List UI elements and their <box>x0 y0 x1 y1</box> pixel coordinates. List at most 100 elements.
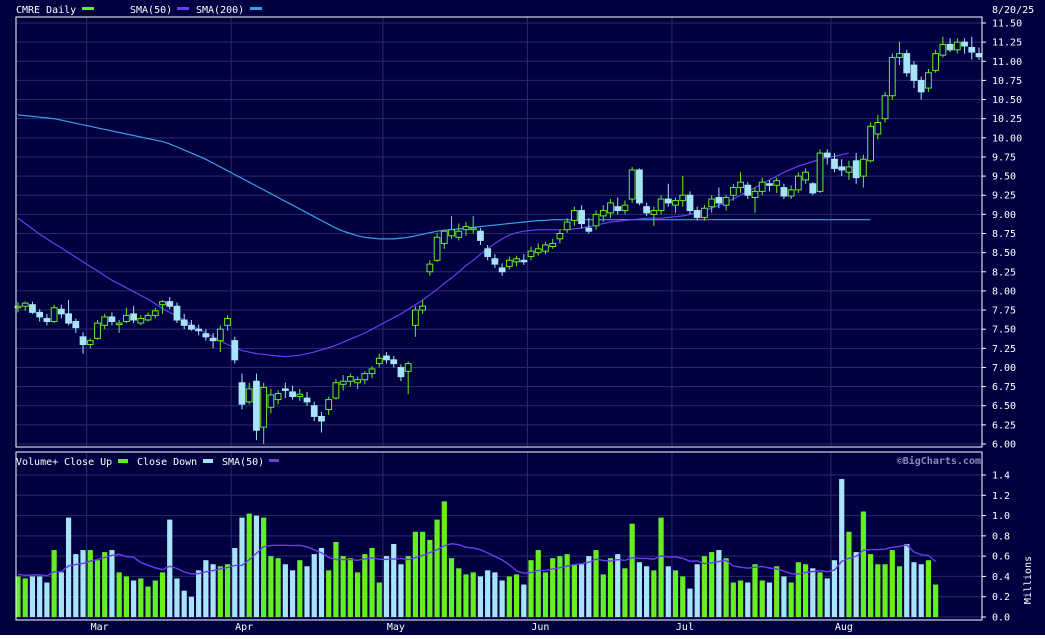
month-label: May <box>387 622 405 633</box>
volume-bar <box>817 572 823 617</box>
candle-body-up <box>953 41 961 51</box>
volume-sma-line <box>17 542 937 577</box>
price-tick-label: 11.50 <box>992 19 1022 30</box>
price-tick-label: 8.25 <box>992 267 1016 278</box>
month-label: Apr <box>235 622 253 633</box>
legend-vol-sma: SMA(50) <box>222 457 264 468</box>
candle-body-up <box>137 317 145 324</box>
month-label: Jun <box>531 622 549 633</box>
candle-body-up <box>845 166 853 173</box>
candle-body-down <box>852 160 860 179</box>
volume-tick-label: 1.4 <box>992 471 1010 482</box>
candle-body-up <box>448 229 455 237</box>
volume-bar <box>289 570 296 617</box>
candle-body-down <box>744 184 752 196</box>
volume-bar <box>824 578 830 617</box>
candle-body-down <box>614 206 622 212</box>
candle-body-up <box>433 236 441 261</box>
candle-body-up <box>751 190 759 199</box>
candle-body-down <box>809 183 817 194</box>
candle-body-up <box>462 226 470 231</box>
price-tick-label: 10.75 <box>992 76 1022 87</box>
price-grid <box>16 17 982 447</box>
volume-bar <box>340 556 346 617</box>
watermark: ©BigCharts.com <box>897 455 981 467</box>
volume-bar <box>615 554 621 617</box>
volume-tick-label: 0.4 <box>992 572 1010 583</box>
candle-body-down <box>636 169 643 204</box>
candle-body-down <box>238 382 246 405</box>
candle-body-up <box>325 399 333 411</box>
volume-bar <box>470 572 476 617</box>
candle-body-up <box>679 194 687 202</box>
volume-bar <box>94 560 101 617</box>
candle-body-up <box>939 43 947 56</box>
volume-bar <box>268 556 274 617</box>
candle-body-down <box>397 366 405 378</box>
volume-bar <box>391 543 397 617</box>
candle-body-up <box>650 210 658 215</box>
candle-body-down <box>491 258 499 265</box>
price-tick-label: 9.00 <box>992 210 1016 221</box>
volume-bar <box>542 572 549 617</box>
volume-bar <box>51 550 57 617</box>
volume-bar <box>420 531 426 617</box>
volume-bar <box>925 560 932 617</box>
candle-body-down <box>173 305 181 321</box>
volume-bar <box>383 556 390 617</box>
price-panel-frame <box>15 16 983 448</box>
candle-body-down <box>686 194 694 212</box>
volume-bar <box>737 580 744 617</box>
volume-bar <box>550 558 556 617</box>
candle-body-up <box>527 250 535 257</box>
month-label: Mar <box>91 622 109 633</box>
volume-bar <box>759 580 765 617</box>
volume-bar <box>318 548 325 617</box>
candle-body-down <box>484 248 492 257</box>
volume-bar <box>694 564 700 617</box>
candle-body-up <box>412 309 419 326</box>
volume-bar <box>217 566 223 617</box>
candle-body-down <box>43 317 51 323</box>
volume-bar <box>333 541 339 617</box>
candle-body-down <box>202 333 210 338</box>
candle-body-up <box>332 382 340 399</box>
candle-body-up <box>737 181 744 189</box>
price-tick-label: 10.00 <box>992 133 1022 144</box>
volume-bar <box>911 562 917 617</box>
volume-bar <box>564 554 570 617</box>
volume-bar <box>405 556 411 617</box>
candle-body-up <box>787 189 795 197</box>
candle-body-down <box>968 46 976 53</box>
volume-bar <box>131 580 137 617</box>
volume-bar <box>868 554 874 617</box>
price-tick-label: 7.50 <box>992 325 1016 336</box>
candle-body-up <box>101 316 109 326</box>
volume-tick-label: 1.0 <box>992 511 1010 522</box>
volume-bar <box>701 556 708 617</box>
volume-bar <box>109 550 115 617</box>
volume-bar <box>781 576 787 617</box>
volume-bar <box>687 588 693 617</box>
volume-bar <box>709 552 715 617</box>
volume-bar <box>651 570 657 617</box>
candle-body-up <box>354 379 361 384</box>
volume-bar <box>506 576 512 617</box>
volume-bar <box>22 578 28 617</box>
candle-body-down <box>318 415 325 422</box>
volume-bar <box>123 576 129 617</box>
volume-bar <box>80 550 86 617</box>
volume-bar <box>853 552 859 617</box>
candle-body-up <box>549 242 557 248</box>
candle-body-down <box>917 79 925 93</box>
candle-body-down <box>390 359 398 365</box>
volume-bar <box>362 554 368 617</box>
volume-bar <box>831 560 838 617</box>
price-tick-label: 8.50 <box>992 248 1016 259</box>
volume-bar <box>138 578 144 617</box>
candle-body-up <box>758 181 766 192</box>
candle-body-up <box>896 53 903 58</box>
ticker-swatch <box>82 7 94 10</box>
volume-bar <box>232 548 238 617</box>
